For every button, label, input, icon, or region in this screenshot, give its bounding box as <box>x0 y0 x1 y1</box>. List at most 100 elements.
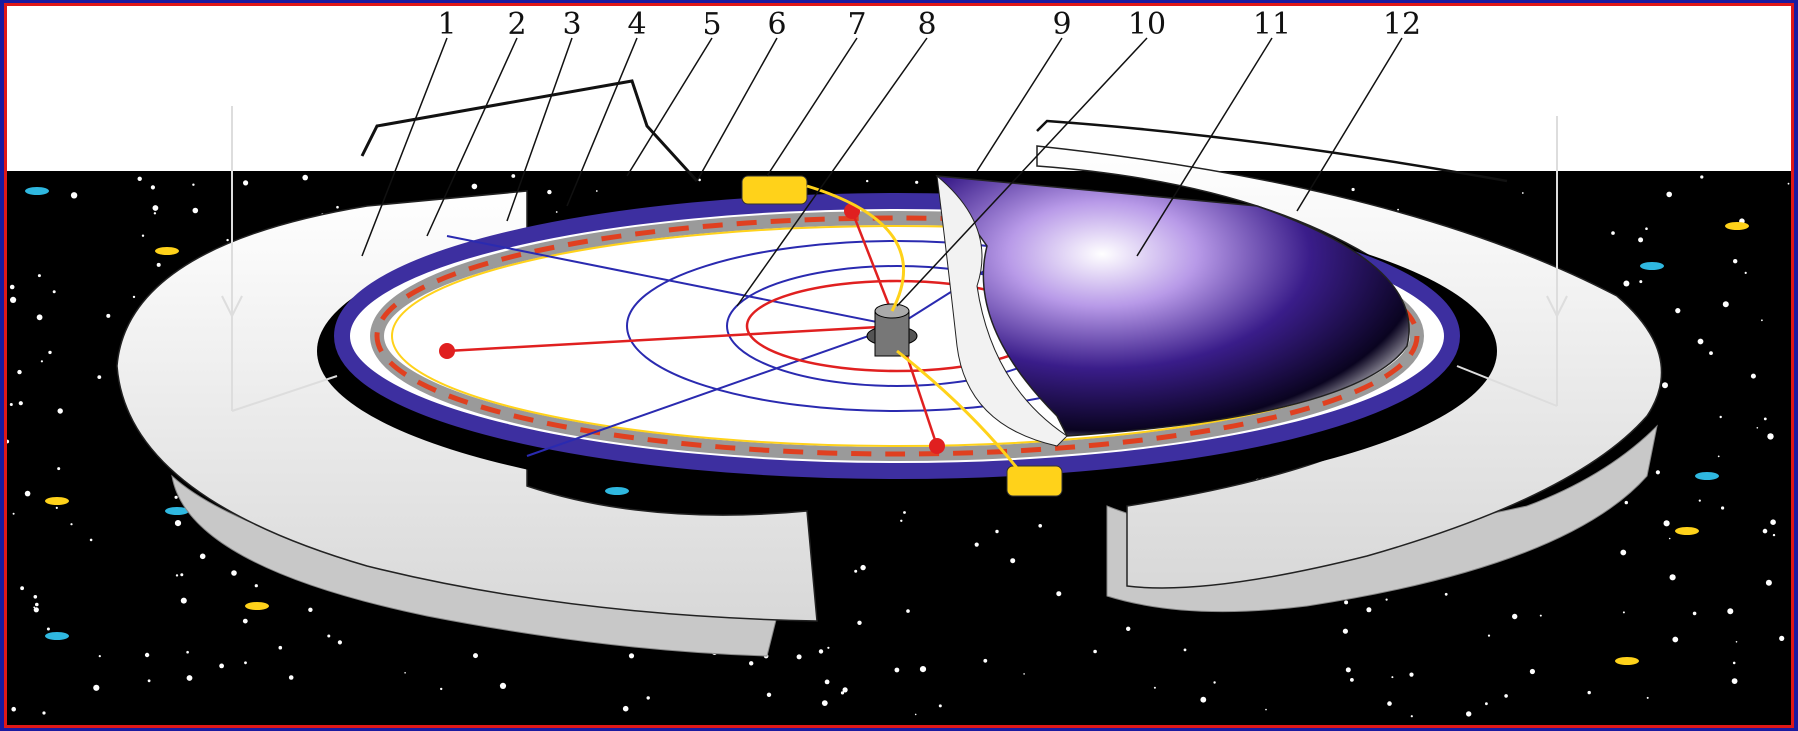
star <box>1744 271 1747 274</box>
star <box>938 704 942 708</box>
star <box>98 655 101 658</box>
label-6: 6 <box>767 7 786 42</box>
star <box>219 663 225 669</box>
star <box>860 564 866 571</box>
star <box>1023 673 1025 675</box>
star <box>906 609 910 613</box>
star <box>1485 702 1488 706</box>
star <box>1038 524 1042 528</box>
space-station-diagram: 1 2 3 4 5 6 7 8 9 10 11 12 <box>7 6 1791 725</box>
star <box>1675 308 1681 314</box>
star <box>821 700 828 706</box>
star <box>1350 678 1354 682</box>
star <box>1587 690 1591 695</box>
star <box>57 467 61 471</box>
star <box>97 375 102 379</box>
star <box>33 595 38 599</box>
star <box>1342 628 1348 634</box>
star <box>242 618 248 624</box>
star <box>327 634 331 638</box>
star <box>57 408 63 414</box>
star <box>698 178 701 182</box>
star <box>824 679 830 685</box>
callout-labels: 1 2 3 4 5 6 7 8 9 10 11 12 <box>437 7 1421 42</box>
star <box>180 573 184 577</box>
star <box>46 627 50 631</box>
colored-star <box>45 497 69 505</box>
colored-star <box>155 247 179 255</box>
colored-star <box>605 487 629 495</box>
star <box>1700 175 1704 179</box>
star <box>1663 520 1670 527</box>
star <box>174 520 182 527</box>
star <box>1487 634 1491 637</box>
dome-cut-wall <box>936 174 1068 447</box>
colored-star <box>1695 472 1719 480</box>
star <box>796 654 802 660</box>
star <box>1761 319 1763 322</box>
star <box>1620 549 1627 556</box>
star <box>152 205 159 211</box>
star <box>1366 607 1372 613</box>
star <box>18 401 23 406</box>
star <box>254 584 258 588</box>
label-5: 5 <box>702 7 721 42</box>
star <box>1733 259 1738 264</box>
star <box>52 290 56 294</box>
star <box>854 569 858 573</box>
star <box>1646 696 1649 699</box>
star <box>440 687 443 691</box>
star <box>11 706 16 712</box>
star <box>1409 672 1414 677</box>
star <box>24 490 31 497</box>
star <box>622 705 629 712</box>
star <box>1521 192 1524 194</box>
star <box>226 238 229 242</box>
leader-lines <box>361 37 1403 307</box>
star <box>1672 636 1679 643</box>
star <box>919 666 927 673</box>
star <box>840 691 845 695</box>
star <box>1213 681 1216 684</box>
star <box>174 495 178 499</box>
star <box>1529 668 1535 675</box>
colored-star <box>1675 527 1699 535</box>
star <box>1638 237 1644 243</box>
star <box>1397 208 1399 211</box>
star <box>1010 558 1016 564</box>
star <box>89 538 93 542</box>
colored-star <box>25 187 49 195</box>
label-3: 3 <box>562 7 581 42</box>
star <box>1385 598 1388 601</box>
star <box>137 176 142 181</box>
star <box>153 212 157 215</box>
star <box>1387 701 1392 706</box>
star <box>7 439 10 444</box>
star <box>1622 611 1625 614</box>
label-12: 12 <box>1383 7 1421 42</box>
star <box>1623 280 1630 287</box>
label-2: 2 <box>507 7 526 42</box>
star <box>244 661 247 665</box>
colored-star <box>1725 222 1749 230</box>
star <box>1539 614 1542 617</box>
star <box>894 667 900 673</box>
star <box>1731 678 1738 684</box>
star <box>1772 533 1776 537</box>
dome-section <box>935 175 1410 437</box>
star <box>70 192 78 199</box>
star <box>141 234 145 237</box>
star <box>1200 696 1207 703</box>
star <box>1351 187 1355 192</box>
star <box>1666 191 1672 198</box>
star <box>646 696 650 700</box>
star <box>36 314 43 321</box>
star <box>1732 661 1736 665</box>
star <box>9 284 15 290</box>
star <box>900 519 903 522</box>
star <box>983 658 988 663</box>
star <box>1787 182 1790 185</box>
star <box>33 607 39 613</box>
star <box>42 711 46 715</box>
yellow-cable-bottom <box>896 349 1019 469</box>
